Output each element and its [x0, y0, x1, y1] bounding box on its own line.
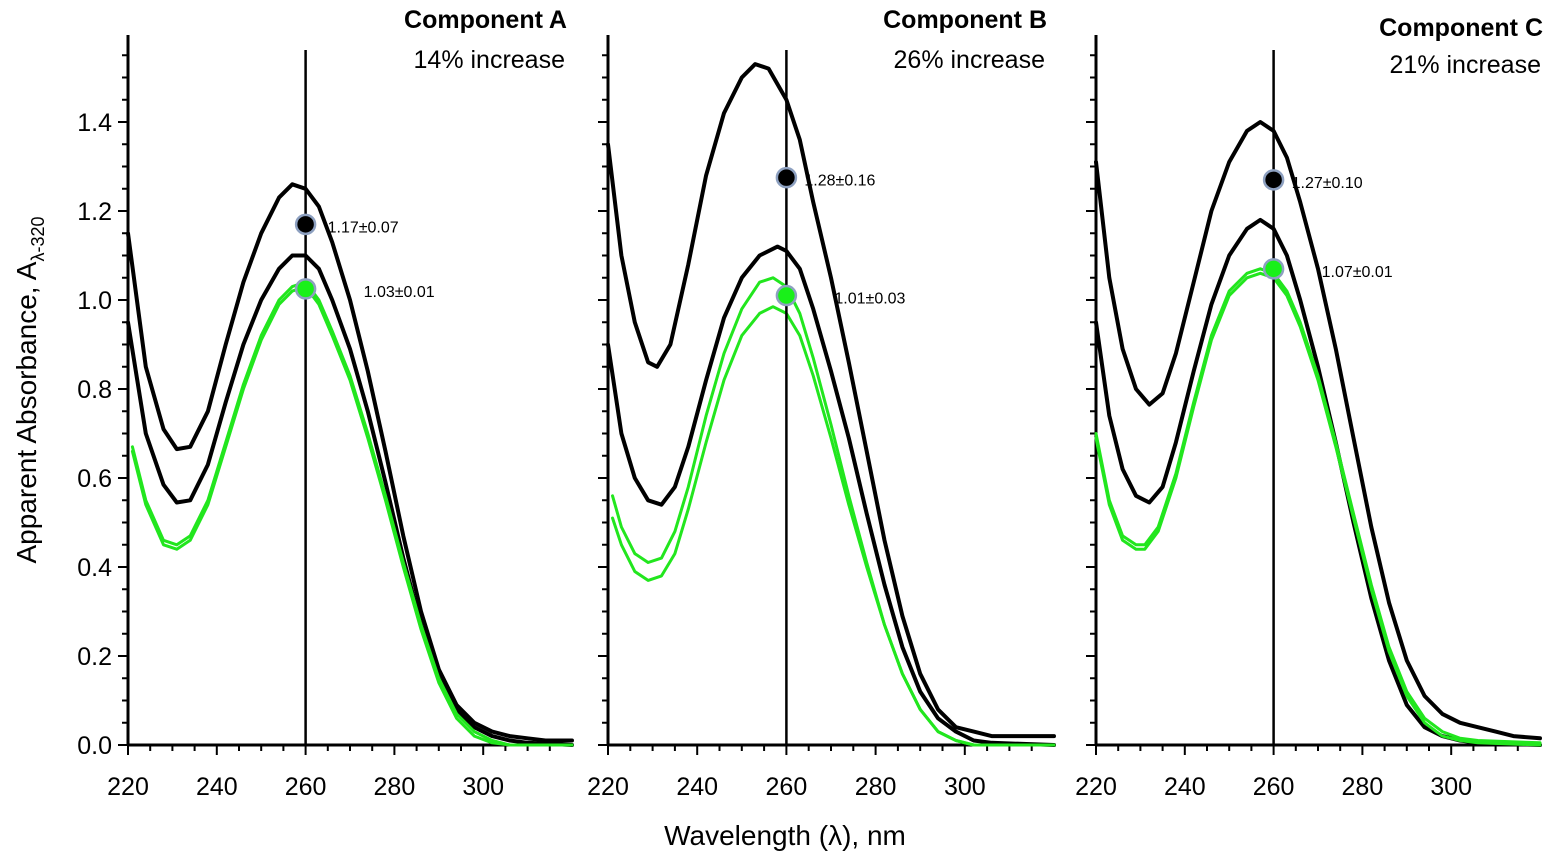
marker-annotation: 1.27±0.10: [1292, 175, 1363, 192]
series-black-2: [606, 244, 1056, 747]
x-tick-label: 240: [196, 773, 238, 801]
y-tick-label: 1.4: [77, 109, 112, 137]
panel-subtitle: 26% increase: [894, 46, 1045, 74]
panel-3: 220 240 260 280 300 1.27±0.10 1.07±0.01 Compone…: [1075, 14, 1543, 801]
x-tick-label: 260: [766, 773, 808, 801]
series-green-4: [1094, 271, 1542, 747]
marker-green: [775, 284, 798, 307]
x-tick-label: 300: [1430, 773, 1472, 801]
y-axis-title: Apparent Absorbance, Aλ-320: [11, 216, 48, 563]
y-tick-label: 0.2: [77, 643, 112, 671]
x-tick-label: 220: [1075, 773, 1117, 801]
y-tick-label: 0.4: [77, 554, 112, 582]
panels-layer: 0.0 0.2 0.4 0.6 0.8 1.0 1.2 1.4 220 240 260 280 300 1…: [77, 6, 1543, 801]
x-tick-label: 240: [676, 773, 718, 801]
marker-annotation: 1.28±0.16: [804, 173, 875, 190]
panel-title: Component C: [1379, 14, 1543, 42]
panel-1: 0.0 0.2 0.4 0.6 0.8 1.0 1.2 1.4 220 240 260 280 300 1…: [77, 6, 574, 801]
y-tick-label: 0.6: [77, 465, 112, 493]
x-tick-label: 280: [374, 773, 416, 801]
marker-annotation: 1.17±0.07: [328, 219, 399, 236]
y-tick-label: 1.2: [77, 198, 112, 226]
y-tick-label: 0.8: [77, 376, 112, 404]
x-tick-label: 220: [107, 773, 149, 801]
series-green-4: [130, 285, 574, 747]
marker-annotation: 1.03±0.01: [364, 284, 435, 301]
marker-green: [294, 278, 317, 300]
y-tick-label: 1.0: [77, 287, 112, 315]
marker-annotation: 1.01±0.03: [834, 291, 905, 308]
x-tick-label: 280: [855, 773, 897, 801]
marker-annotation: 1.07±0.01: [1322, 264, 1393, 281]
series-black-1: [606, 62, 1056, 739]
x-tick-label: 300: [462, 773, 504, 801]
x-axis-title: Wavelength (λ), nm: [664, 820, 906, 851]
x-tick-label: 260: [285, 773, 327, 801]
marker-black: [294, 213, 317, 236]
panel-title: Component A: [404, 6, 567, 34]
panel-2: 220 240 260 280 300 1.28±0.16 1.01±0.03 Compone…: [587, 6, 1056, 801]
panel-subtitle: 14% increase: [414, 46, 565, 74]
x-tick-label: 280: [1342, 773, 1384, 801]
series-green-3: [611, 276, 1056, 747]
panel-subtitle: 21% increase: [1390, 51, 1541, 79]
marker-green: [1262, 258, 1285, 280]
marker-black: [1262, 169, 1285, 191]
series-black-1: [1094, 120, 1542, 741]
x-tick-label: 240: [1164, 773, 1206, 801]
series-green-3: [1094, 267, 1542, 745]
marker-black: [775, 166, 798, 189]
x-tick-label: 300: [944, 773, 986, 801]
series-black-1: [126, 182, 574, 743]
y-axis-title-subscript: λ-320: [28, 216, 48, 261]
x-tick-label: 220: [587, 773, 629, 801]
series-green-3: [130, 280, 574, 747]
x-tick-label: 260: [1253, 773, 1295, 801]
y-tick-label: 0.0: [77, 732, 112, 760]
series-black-2: [1094, 217, 1542, 747]
panel-title: Component B: [883, 6, 1047, 34]
series-black-2: [126, 253, 574, 747]
